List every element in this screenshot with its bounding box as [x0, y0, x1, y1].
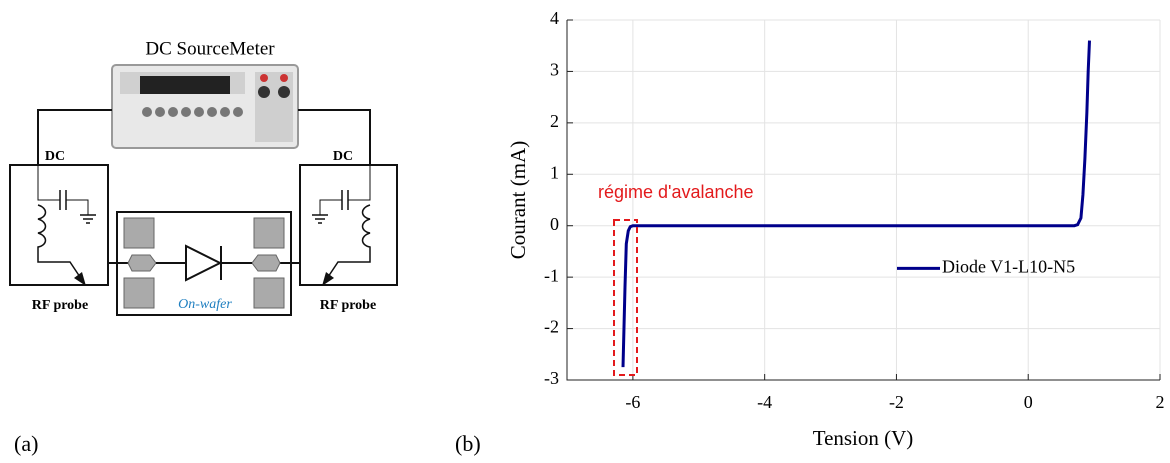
x-axis-label: Tension (V)	[813, 426, 914, 450]
annotation-box	[613, 219, 638, 376]
panel-label: (a)	[14, 431, 38, 456]
wire	[298, 109, 371, 165]
panel-label: (b)	[455, 431, 481, 456]
probe-box	[299, 164, 398, 286]
probe-label: RF probe	[32, 298, 88, 313]
x-tick-label: 2	[1156, 392, 1165, 412]
x-tick-label: -6	[625, 392, 640, 412]
y-axis-label: Courant (mA)	[506, 141, 530, 259]
probe-box	[9, 164, 109, 286]
y-tick-label: -3	[544, 368, 559, 388]
setup-diagram	[9, 64, 398, 316]
wire	[37, 109, 112, 165]
legend-label: Diode V1-L10-N5	[942, 257, 1075, 277]
x-tick-label: -2	[889, 392, 904, 412]
port-label: DC	[45, 149, 65, 164]
data-line	[621, 40, 1091, 368]
instrument-label: DC SourceMeter	[145, 38, 275, 59]
device-label: On-wafer	[178, 297, 232, 312]
y-tick-label: 3	[550, 60, 559, 80]
probe-label: RF probe	[320, 298, 376, 313]
y-tick-label: 4	[550, 8, 559, 28]
y-tick-label: 1	[550, 162, 559, 182]
port-label: DC	[333, 149, 353, 164]
y-tick-label: -2	[544, 317, 559, 337]
annotation: régime d'avalanche	[598, 182, 754, 202]
axis	[566, 20, 1160, 381]
x-tick-label: 0	[1024, 392, 1033, 412]
chart: -6 -4 -2 0 2 -3 -2 -1 0 1 2 3 4 Diode V1-L10-N5	[544, 8, 1165, 412]
x-tick-label: -4	[757, 392, 772, 412]
y-tick-label: 0	[550, 214, 559, 234]
y-tick-label: 2	[550, 111, 559, 131]
y-tick-label: -1	[544, 265, 559, 285]
